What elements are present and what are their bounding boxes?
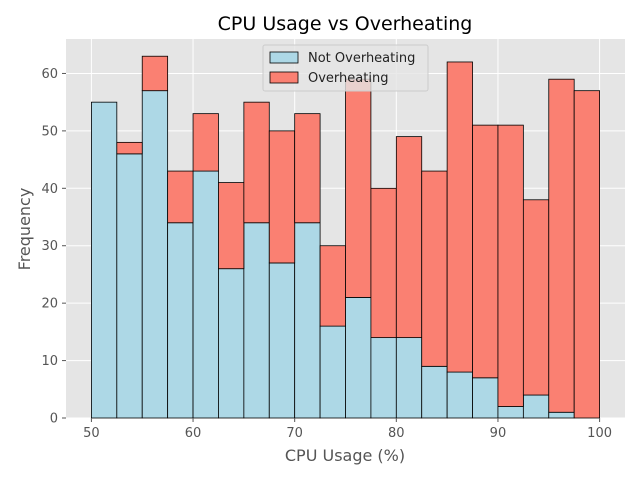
bar-not-overheating [472, 377, 499, 419]
bar-not-overheating [294, 222, 321, 419]
bar-not-overheating [370, 337, 397, 419]
chart-title: CPU Usage vs Overheating [218, 13, 473, 35]
bar-overheating [218, 182, 245, 270]
bar-overheating [370, 187, 397, 339]
y-tick-label: 0 [50, 412, 58, 427]
bar-overheating [548, 78, 575, 413]
x-tick-label: 80 [388, 426, 405, 441]
y-tick-label: 30 [41, 239, 58, 254]
bar-not-overheating [192, 170, 219, 419]
bar-not-overheating [497, 406, 524, 419]
bar-not-overheating [141, 90, 169, 419]
legend-label-not-overheating: Not Overheating [308, 51, 415, 66]
y-tick-label: 40 [41, 182, 58, 197]
bar-overheating [243, 101, 270, 224]
x-tick-label: 100 [587, 426, 612, 441]
legend: Not Overheating Overheating [262, 44, 429, 92]
axis-ticks: 50 60 70 80 90 100 0 10 20 30 40 50 60 [41, 67, 612, 441]
bar-overheating [421, 170, 448, 367]
x-axis-title: CPU Usage (%) [285, 446, 405, 465]
bar-not-overheating [548, 411, 575, 419]
bar-overheating [395, 136, 423, 339]
x-tick-label: 70 [286, 426, 303, 441]
bar-not-overheating [218, 268, 245, 419]
bar-overheating [446, 61, 473, 373]
bar-overheating [319, 245, 346, 327]
bar-not-overheating [522, 394, 550, 419]
x-tick-label: 90 [490, 426, 507, 441]
x-tick-label: 60 [185, 426, 202, 441]
legend-swatch-not-overheating [269, 51, 299, 64]
bar-overheating [345, 78, 372, 298]
bar-overheating [472, 124, 499, 379]
bar-not-overheating [116, 153, 143, 419]
bars-group [91, 55, 600, 419]
bar-not-overheating [167, 222, 194, 419]
bar-overheating [522, 199, 550, 396]
y-tick-label: 10 [41, 354, 58, 369]
bar-overheating [141, 55, 169, 92]
legend-box [262, 44, 429, 92]
y-axis-title: Frequency [15, 188, 34, 271]
bar-not-overheating [268, 262, 296, 419]
bar-overheating [116, 141, 143, 155]
bar-not-overheating [243, 222, 270, 419]
bar-not-overheating [395, 337, 423, 419]
bar-not-overheating [446, 371, 473, 419]
bar-overheating [573, 90, 600, 419]
bar-not-overheating [345, 297, 372, 419]
x-tick-label: 50 [83, 426, 100, 441]
bar-not-overheating [319, 325, 346, 419]
bar-overheating [167, 170, 194, 224]
bar-overheating [497, 124, 524, 407]
bar-overheating [268, 130, 296, 264]
bar-not-overheating [421, 365, 448, 419]
y-tick-label: 20 [41, 297, 58, 312]
y-tick-label: 50 [41, 124, 58, 139]
bar-not-overheating [91, 101, 118, 419]
y-tick-label: 60 [41, 67, 58, 82]
bar-overheating [294, 113, 321, 224]
legend-label-overheating: Overheating [308, 71, 388, 86]
legend-swatch-overheating [269, 71, 299, 84]
bar-overheating [192, 113, 219, 172]
